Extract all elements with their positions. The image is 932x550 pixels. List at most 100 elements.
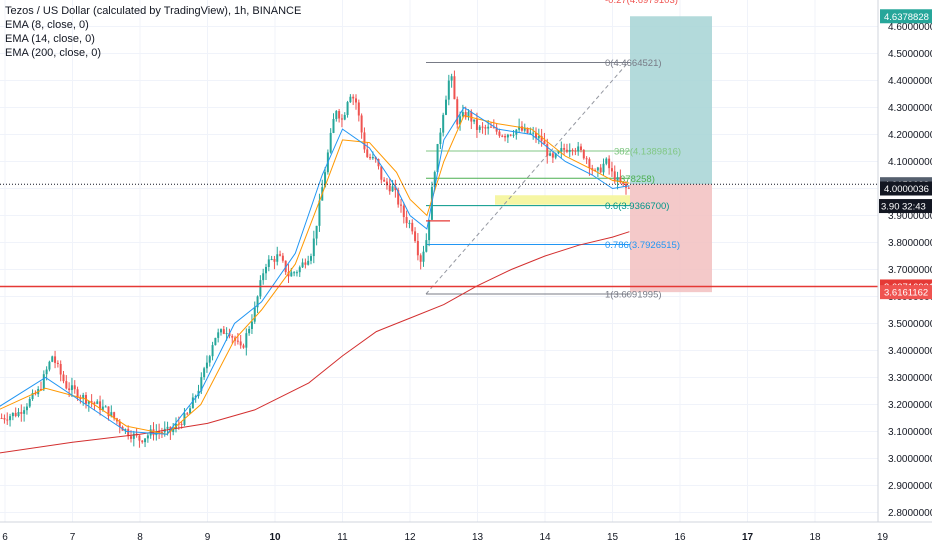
candle-body — [596, 167, 599, 171]
candle-body — [203, 368, 206, 378]
candle-body — [315, 225, 318, 239]
candle-body — [273, 259, 276, 262]
candle-body — [65, 381, 68, 389]
candle-body — [28, 398, 31, 407]
time-axis[interactable]: 6 7 8 9 10 11 12 13 14 15 16 17 18 19 — [0, 521, 932, 543]
candle-body — [546, 143, 549, 156]
countdown-price-label: 3.90 — [881, 202, 900, 213]
price-tick-label: 3.8000000 — [888, 238, 932, 249]
candle-body — [461, 112, 464, 117]
price-tick-label: 2.9000000 — [888, 481, 932, 492]
candle-body — [574, 150, 577, 152]
candle-body — [580, 146, 582, 151]
candle-body — [96, 401, 99, 404]
candle-body — [245, 333, 248, 348]
candle-body — [290, 272, 293, 277]
candle-body — [225, 333, 228, 335]
candle-body — [512, 134, 515, 136]
time-tick-label: 11 — [337, 532, 348, 543]
candle-body — [439, 132, 442, 145]
candle-body — [518, 126, 521, 130]
candle-body — [248, 328, 251, 334]
candle-body — [250, 321, 253, 329]
candle-body — [51, 356, 54, 362]
candle-body — [301, 262, 304, 268]
ema-lines — [0, 106, 630, 454]
candle-body — [622, 182, 625, 184]
price-tick-label: 3.3000000 — [888, 373, 932, 384]
candle-body — [307, 260, 310, 265]
fib-level-label: 382(4.1389816) — [614, 146, 681, 157]
candle-body — [535, 132, 537, 139]
candle-body — [343, 114, 346, 120]
candle-body — [107, 406, 110, 417]
candle-body — [402, 205, 405, 218]
candle-body — [456, 99, 459, 125]
candle-body — [318, 200, 321, 226]
candle-body — [298, 267, 301, 273]
candle-body — [605, 158, 608, 164]
candle-body — [217, 332, 220, 338]
price-axis[interactable]: 2.8000000 2.9000000 3.0000000 3.1000000 3.20… — [877, 0, 932, 522]
candle-body — [360, 115, 363, 133]
candle-body — [411, 222, 414, 232]
candle-body — [265, 266, 267, 274]
price-tag — [880, 181, 932, 196]
candle-body — [433, 172, 436, 188]
candle-body — [585, 158, 588, 160]
time-tick-label: 9 — [205, 532, 211, 543]
candle-body — [104, 406, 107, 408]
candle-body — [619, 177, 622, 183]
fib-level-label: 0(4.4664521) — [605, 58, 662, 69]
candle-body — [93, 402, 96, 404]
candle-body — [506, 134, 509, 138]
candle-body — [523, 127, 526, 131]
candle-body — [588, 159, 591, 169]
candle-body — [267, 259, 270, 267]
candle-body — [172, 428, 175, 433]
price-tag — [880, 285, 932, 300]
ema-line — [0, 106, 630, 435]
candle-body — [23, 410, 26, 414]
candle-body — [495, 127, 498, 132]
candle-body — [422, 251, 425, 262]
legend-ema8[interactable]: EMA (8, close, 0) — [5, 19, 89, 31]
candle-body — [127, 429, 130, 437]
candle-body — [166, 426, 169, 429]
candle-body — [445, 99, 447, 115]
fib-level-label: 0.786(3.7926515) — [605, 240, 680, 251]
candle-body — [447, 80, 450, 100]
price-tick-label: 4.6000000 — [888, 22, 932, 33]
stop-zone — [630, 184, 712, 293]
symbol-title[interactable]: Tezos / US Dollar (calculated by Trading… — [5, 5, 302, 17]
fib-level-label: 0.6(3.9366700) — [605, 201, 669, 212]
fibonacci-retracement[interactable]: 0(4.4664521) 382(4.1389816) 378258) 0.6(3.9… — [425, 0, 681, 301]
candle-body — [242, 345, 245, 348]
candle-body — [270, 259, 273, 261]
candle-body — [366, 149, 369, 158]
price-tick-label: 4.5000000 — [888, 49, 932, 60]
candle-body — [45, 369, 48, 375]
candle-body — [42, 374, 45, 390]
price-tick-label: 4.4000000 — [888, 76, 932, 87]
legend-ema14[interactable]: EMA (14, close, 0) — [5, 33, 95, 45]
time-tick-label: 13 — [472, 532, 484, 543]
candle-body — [490, 126, 492, 128]
position-zones — [630, 16, 712, 293]
legend-ema200[interactable]: EMA (200, close, 0) — [5, 47, 101, 59]
candle-body — [613, 171, 616, 182]
candle-body — [363, 132, 366, 150]
candle-body — [459, 116, 462, 125]
candle-body — [532, 132, 535, 134]
candle-body — [470, 111, 473, 122]
candle-body — [287, 272, 290, 277]
candle-body — [239, 341, 242, 346]
price-tick-label: 2.8000000 — [888, 508, 932, 519]
candle-body — [54, 356, 57, 363]
price-tick-label: 3.2000000 — [888, 400, 932, 411]
candle-body — [186, 413, 189, 415]
candle-body — [59, 363, 62, 375]
candle-body — [87, 401, 90, 404]
candle-body — [377, 159, 380, 167]
